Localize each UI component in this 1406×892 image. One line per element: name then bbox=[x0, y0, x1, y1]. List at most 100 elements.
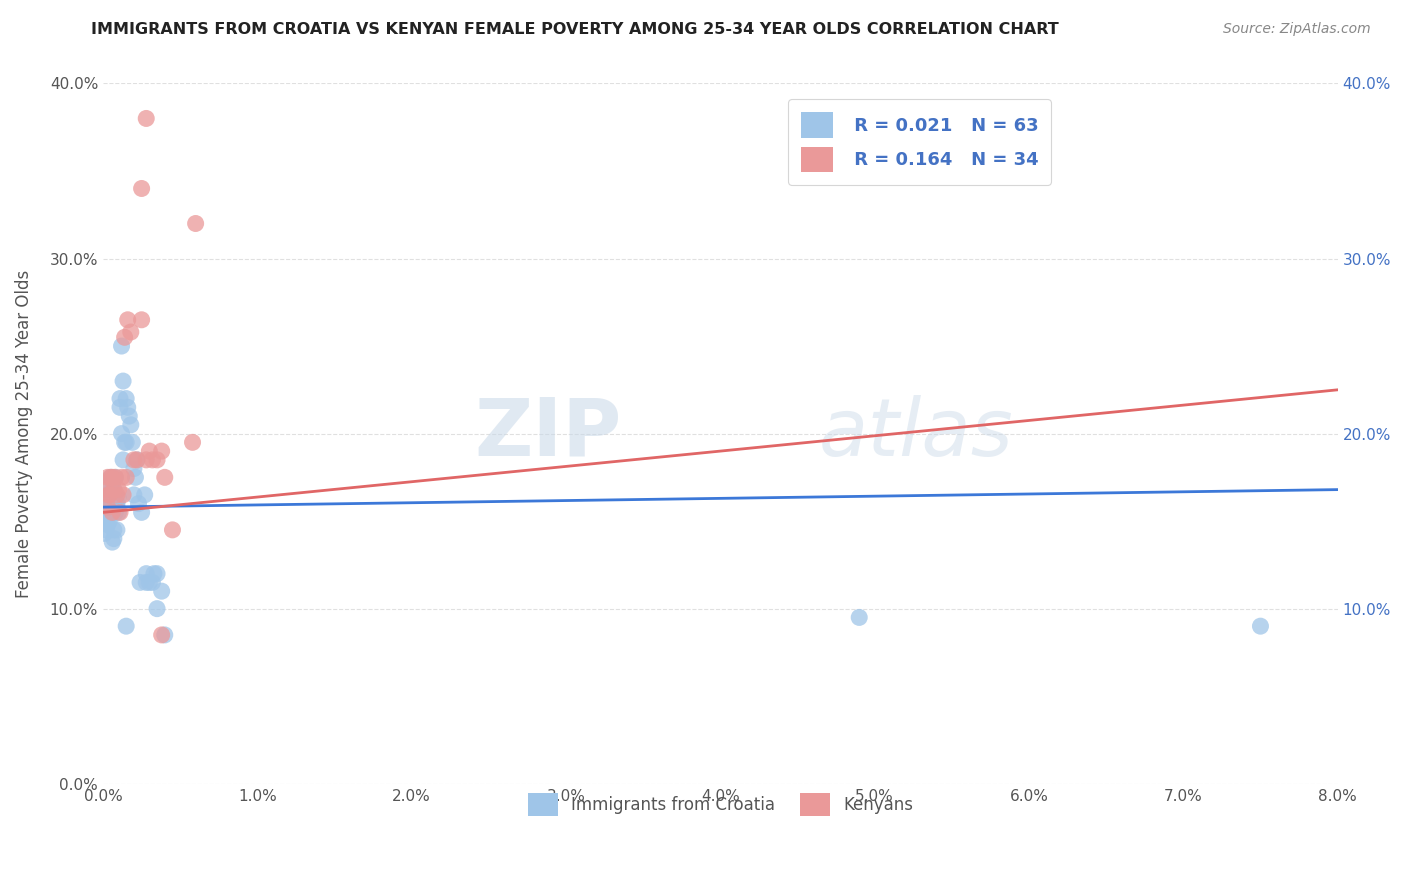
Point bbox=[98, 488, 121, 502]
Point bbox=[138, 444, 160, 458]
Point bbox=[94, 483, 117, 497]
Point bbox=[146, 601, 169, 615]
Point bbox=[104, 470, 127, 484]
Point bbox=[100, 470, 122, 484]
Point bbox=[107, 483, 129, 497]
Point bbox=[100, 505, 122, 519]
Point bbox=[112, 453, 135, 467]
Point bbox=[103, 532, 125, 546]
Point bbox=[124, 470, 146, 484]
Point bbox=[153, 470, 176, 484]
Point bbox=[97, 488, 120, 502]
Point bbox=[98, 488, 121, 502]
Point bbox=[138, 575, 160, 590]
Point bbox=[97, 491, 120, 506]
Point bbox=[131, 181, 153, 195]
Point bbox=[101, 535, 124, 549]
Point bbox=[104, 505, 127, 519]
Point bbox=[135, 566, 157, 581]
Point bbox=[100, 470, 122, 484]
Point bbox=[117, 313, 139, 327]
Point bbox=[103, 523, 125, 537]
Point bbox=[125, 453, 148, 467]
Point bbox=[118, 409, 141, 423]
Point bbox=[848, 610, 870, 624]
Point bbox=[162, 523, 184, 537]
Point bbox=[104, 470, 127, 484]
Point bbox=[114, 435, 136, 450]
Point bbox=[150, 628, 173, 642]
Point bbox=[153, 628, 176, 642]
Point bbox=[105, 500, 128, 515]
Point bbox=[112, 488, 135, 502]
Point bbox=[105, 497, 128, 511]
Point bbox=[98, 500, 121, 515]
Point bbox=[115, 470, 138, 484]
Point bbox=[114, 330, 136, 344]
Point bbox=[120, 417, 142, 432]
Point bbox=[122, 453, 145, 467]
Point bbox=[135, 453, 157, 467]
Point bbox=[97, 510, 120, 524]
Point bbox=[93, 526, 115, 541]
Point bbox=[104, 493, 127, 508]
Point bbox=[131, 505, 153, 519]
Point bbox=[135, 575, 157, 590]
Point bbox=[146, 453, 169, 467]
Point bbox=[110, 470, 132, 484]
Point bbox=[101, 470, 124, 484]
Point bbox=[108, 401, 131, 415]
Point bbox=[110, 426, 132, 441]
Point bbox=[97, 517, 120, 532]
Point bbox=[103, 483, 125, 497]
Point bbox=[107, 491, 129, 506]
Point bbox=[97, 500, 120, 515]
Point bbox=[135, 112, 157, 126]
Point bbox=[146, 566, 169, 581]
Point bbox=[128, 497, 150, 511]
Point bbox=[108, 392, 131, 406]
Point bbox=[112, 374, 135, 388]
Text: Source: ZipAtlas.com: Source: ZipAtlas.com bbox=[1223, 22, 1371, 37]
Point bbox=[103, 483, 125, 497]
Point bbox=[105, 523, 128, 537]
Point bbox=[120, 325, 142, 339]
Point bbox=[98, 514, 121, 528]
Point bbox=[94, 479, 117, 493]
Point bbox=[115, 435, 138, 450]
Point bbox=[134, 488, 156, 502]
Point bbox=[181, 435, 204, 450]
Text: IMMIGRANTS FROM CROATIA VS KENYAN FEMALE POVERTY AMONG 25-34 YEAR OLDS CORRELATI: IMMIGRANTS FROM CROATIA VS KENYAN FEMALE… bbox=[91, 22, 1059, 37]
Point bbox=[142, 566, 165, 581]
Y-axis label: Female Poverty Among 25-34 Year Olds: Female Poverty Among 25-34 Year Olds bbox=[15, 269, 32, 598]
Point bbox=[150, 584, 173, 599]
Point bbox=[108, 505, 131, 519]
Point bbox=[122, 461, 145, 475]
Point bbox=[105, 488, 128, 502]
Point bbox=[129, 575, 152, 590]
Text: ZIP: ZIP bbox=[474, 394, 621, 473]
Point bbox=[93, 500, 115, 515]
Point bbox=[97, 470, 120, 484]
Point bbox=[117, 401, 139, 415]
Legend: Immigrants from Croatia, Kenyans: Immigrants from Croatia, Kenyans bbox=[519, 784, 921, 824]
Point bbox=[115, 619, 138, 633]
Point bbox=[122, 488, 145, 502]
Point bbox=[141, 575, 163, 590]
Point bbox=[150, 444, 173, 458]
Point bbox=[125, 453, 148, 467]
Point bbox=[98, 505, 121, 519]
Text: atlas: atlas bbox=[820, 394, 1014, 473]
Point bbox=[131, 313, 153, 327]
Point bbox=[94, 523, 117, 537]
Point bbox=[100, 493, 122, 508]
Point bbox=[184, 217, 207, 231]
Point bbox=[115, 392, 138, 406]
Point bbox=[94, 505, 117, 519]
Point bbox=[101, 505, 124, 519]
Point bbox=[98, 497, 121, 511]
Point bbox=[141, 453, 163, 467]
Point bbox=[110, 339, 132, 353]
Point bbox=[101, 505, 124, 519]
Point bbox=[101, 483, 124, 497]
